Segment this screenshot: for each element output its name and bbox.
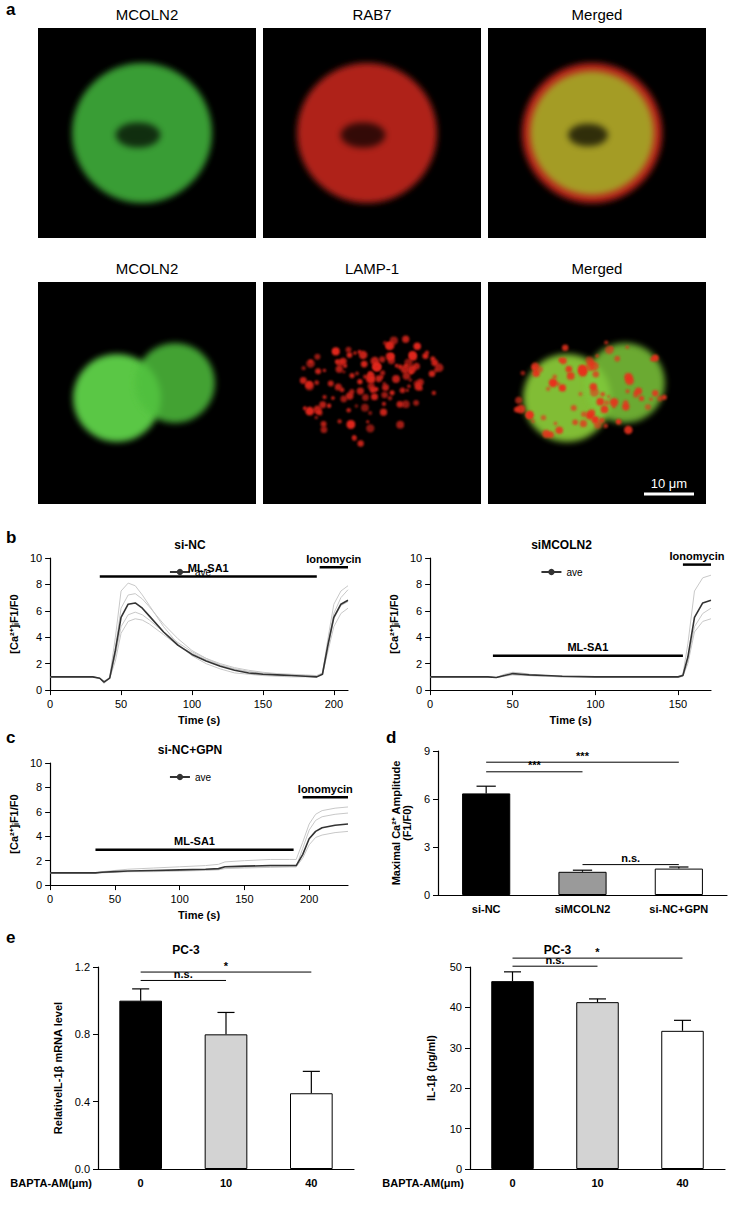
svg-text:10: 10	[450, 1123, 462, 1135]
svg-text:MCOLN2: MCOLN2	[116, 260, 179, 277]
html-text:a: a	[6, 0, 16, 19]
svg-text:50: 50	[109, 893, 121, 905]
svg-text:Ionomycin: Ionomycin	[298, 783, 353, 795]
svg-text:0: 0	[47, 698, 53, 710]
svg-text:n.s.: n.s.	[621, 852, 640, 864]
svg-text:2: 2	[36, 855, 42, 867]
svg-text:0: 0	[427, 698, 433, 710]
svg-text:0: 0	[47, 893, 53, 905]
svg-text:n.s.: n.s.	[174, 968, 193, 980]
svg-text:Time (s): Time (s)	[550, 714, 592, 726]
html-text:e: e	[6, 928, 16, 947]
svg-text:0.0: 0.0	[75, 1163, 90, 1175]
svg-text:3: 3	[424, 841, 430, 853]
svg-text:0: 0	[424, 889, 430, 901]
svg-text:150: 150	[254, 698, 272, 710]
svg-text:LAMP-1: LAMP-1	[345, 260, 399, 277]
svg-text:10: 10	[30, 552, 42, 564]
svg-text:10: 10	[410, 552, 422, 564]
svg-text:si-NC: si-NC	[174, 538, 206, 552]
svg-text:PC-3: PC-3	[172, 943, 200, 957]
svg-text:50: 50	[115, 698, 127, 710]
svg-text:2: 2	[416, 658, 422, 670]
svg-text:100: 100	[170, 893, 188, 905]
svg-text:10: 10	[30, 757, 42, 769]
svg-text:4: 4	[416, 631, 422, 643]
svg-text:100: 100	[183, 698, 201, 710]
svg-text:ML-SA1: ML-SA1	[188, 562, 229, 574]
svg-text:0.4: 0.4	[75, 1096, 90, 1108]
svg-text:Merged: Merged	[572, 6, 623, 23]
svg-text:0: 0	[456, 1163, 462, 1175]
svg-text:0.8: 0.8	[75, 1028, 90, 1040]
svg-text:*: *	[224, 960, 229, 972]
svg-text:50: 50	[450, 961, 462, 973]
svg-text:RAB7: RAB7	[352, 6, 391, 23]
svg-text:8: 8	[36, 781, 42, 793]
svg-text:ML-SA1: ML-SA1	[567, 641, 608, 653]
svg-text:(F1/F0): (F1/F0)	[401, 805, 413, 841]
svg-text:Ionomycin: Ionomycin	[669, 550, 724, 562]
svg-text:10: 10	[220, 1177, 232, 1189]
svg-text:6: 6	[424, 793, 430, 805]
svg-text:siMCOLN2: siMCOLN2	[531, 538, 592, 552]
svg-text:ave: ave	[195, 772, 212, 783]
svg-text:[Ca²⁺]ᵢF1/F0: [Ca²⁺]ᵢF1/F0	[8, 794, 20, 853]
svg-text:150: 150	[235, 893, 253, 905]
svg-text:40: 40	[450, 1001, 462, 1013]
svg-text:10: 10	[591, 1177, 603, 1189]
svg-text:6: 6	[36, 806, 42, 818]
svg-text:40: 40	[676, 1177, 688, 1189]
svg-text:[Ca²⁺]ᵢF1/F0: [Ca²⁺]ᵢF1/F0	[388, 594, 400, 653]
svg-text:si-NC+GPN: si-NC+GPN	[158, 743, 222, 757]
svg-text:***: ***	[576, 750, 590, 762]
svg-text:0: 0	[509, 1177, 515, 1189]
svg-text:si-NC+GPN: si-NC+GPN	[649, 903, 708, 915]
svg-text:20: 20	[450, 1082, 462, 1094]
svg-text:***: ***	[528, 759, 542, 771]
svg-text:BAPTA-AM(μm): BAPTA-AM(μm)	[382, 1177, 464, 1189]
svg-text:1.2: 1.2	[75, 961, 90, 973]
svg-text:PC-3: PC-3	[544, 943, 572, 957]
html-text:c: c	[6, 728, 16, 747]
svg-text:0: 0	[416, 684, 422, 696]
svg-text:ML-SA1: ML-SA1	[174, 835, 215, 847]
svg-text:200: 200	[325, 698, 343, 710]
svg-text:6: 6	[36, 605, 42, 617]
svg-text:40: 40	[305, 1177, 317, 1189]
html-text:b: b	[6, 528, 17, 547]
svg-text:9: 9	[424, 745, 430, 757]
svg-text:*: *	[595, 946, 600, 958]
svg-text:Ionomycin: Ionomycin	[306, 553, 361, 565]
svg-text:100: 100	[586, 698, 604, 710]
svg-text:Time (s): Time (s)	[178, 909, 220, 921]
svg-text:2: 2	[36, 658, 42, 670]
svg-text:0: 0	[36, 879, 42, 891]
svg-text:MCOLN2: MCOLN2	[116, 6, 179, 23]
svg-text:si-NC: si-NC	[472, 903, 501, 915]
svg-text:8: 8	[36, 578, 42, 590]
svg-text:ave: ave	[566, 567, 583, 578]
svg-text:150: 150	[669, 698, 687, 710]
svg-text:siMCOLN2: siMCOLN2	[555, 903, 611, 915]
svg-text:BAPTA-AM(μm): BAPTA-AM(μm)	[10, 1177, 92, 1189]
svg-text:Time (s): Time (s)	[178, 714, 220, 726]
svg-text:10 μm: 10 μm	[651, 476, 687, 491]
svg-text:200: 200	[300, 893, 318, 905]
svg-text:0: 0	[36, 684, 42, 696]
svg-text:8: 8	[416, 578, 422, 590]
svg-text:6: 6	[416, 605, 422, 617]
html-text:d: d	[386, 728, 397, 747]
svg-text:RelativeIL-1β mRNA level: RelativeIL-1β mRNA level	[52, 1002, 64, 1134]
svg-text:Merged: Merged	[572, 260, 623, 277]
svg-text:4: 4	[36, 631, 42, 643]
svg-text:Maximal Ca²⁺ Amplitude: Maximal Ca²⁺ Amplitude	[390, 760, 403, 886]
svg-text:n.s.: n.s.	[545, 953, 565, 966]
svg-text:30: 30	[450, 1042, 462, 1054]
svg-text:50: 50	[507, 698, 519, 710]
svg-text:4: 4	[36, 830, 42, 842]
svg-text:[Ca²⁺]ᵢF1/F0: [Ca²⁺]ᵢF1/F0	[8, 594, 20, 653]
svg-text:IL-1β (pg/ml): IL-1β (pg/ml)	[425, 1035, 437, 1101]
svg-text:0: 0	[138, 1177, 144, 1189]
